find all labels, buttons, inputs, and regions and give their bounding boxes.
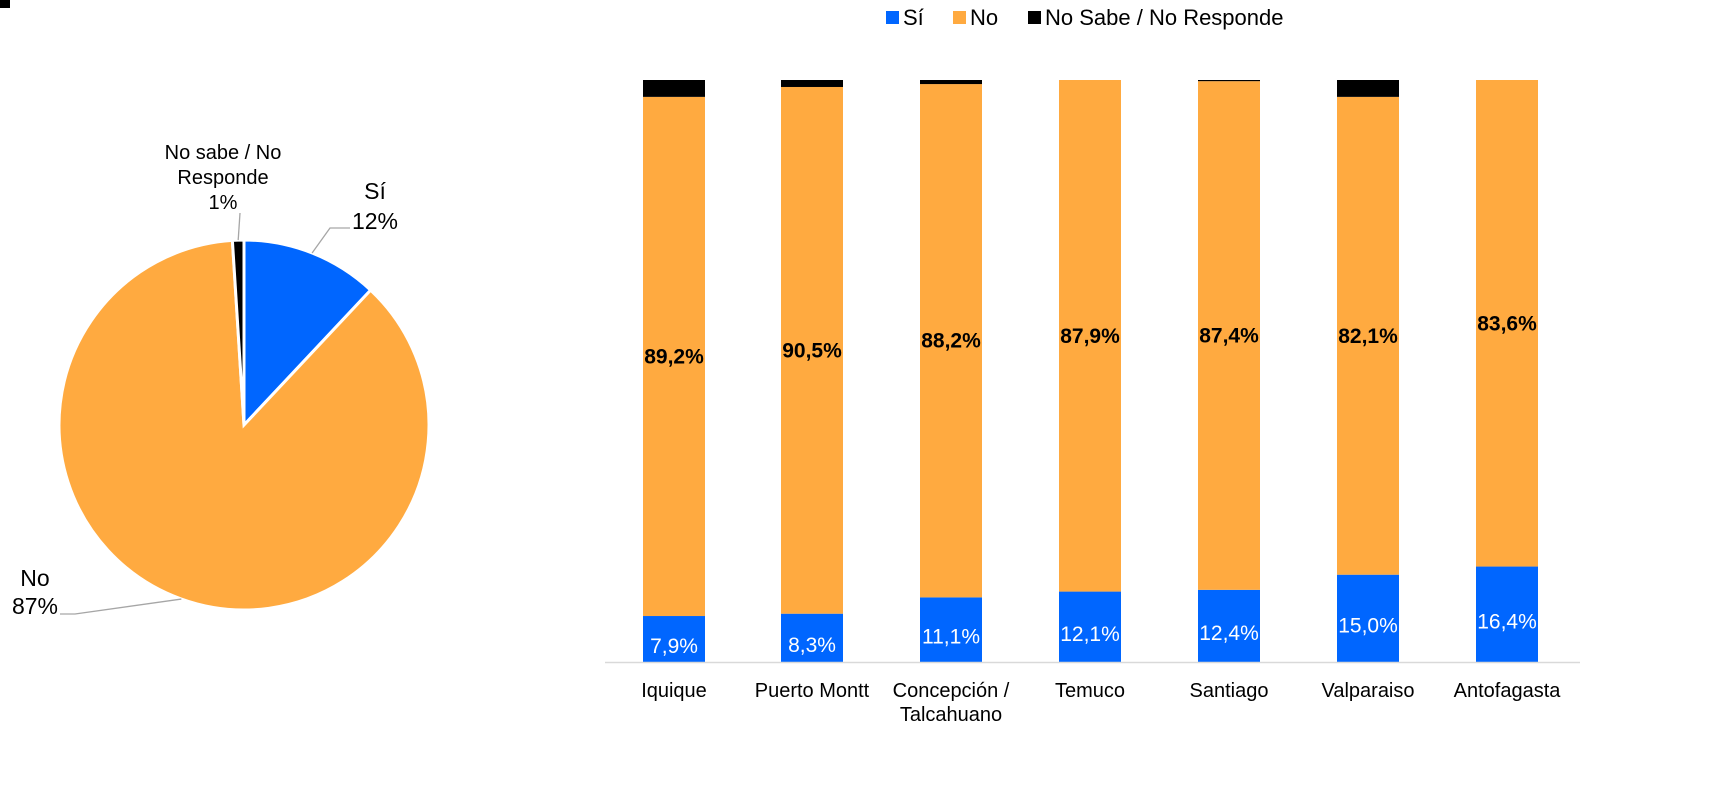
pie-label-nsnr-line2: Responde bbox=[177, 167, 268, 189]
x-tick-label-2: Puerto Montt bbox=[755, 680, 870, 702]
bar-no-sabe-no-responde-6 bbox=[1337, 80, 1399, 97]
data-label-si-7: 16,4% bbox=[1477, 610, 1537, 633]
pie-leader-nsnr bbox=[237, 212, 241, 241]
bar-no-3 bbox=[920, 84, 982, 598]
data-label-si-2: 8,3% bbox=[788, 634, 836, 657]
legend-swatch-s bbox=[886, 11, 899, 24]
data-label-si-5: 12,4% bbox=[1199, 622, 1259, 645]
bar-no-5 bbox=[1198, 81, 1260, 590]
data-label-si-1: 7,9% bbox=[650, 635, 698, 658]
legend-label-s: Sí bbox=[903, 5, 924, 30]
bar-s-7 bbox=[1476, 566, 1538, 662]
pie-label-no: No bbox=[20, 565, 49, 591]
bar-s-2 bbox=[781, 613, 843, 662]
bar-no-4 bbox=[1059, 80, 1121, 592]
data-label-no-5: 87,4% bbox=[1199, 324, 1259, 347]
x-tick-label-4: Temuco bbox=[1055, 680, 1125, 702]
bar-s-6 bbox=[1337, 574, 1399, 662]
bar-no-sabe-no-responde-2 bbox=[781, 80, 843, 87]
legend-label-no: No bbox=[970, 5, 998, 30]
data-label-si-3: 11,1% bbox=[922, 626, 980, 649]
bar-no-sabe-no-responde-3 bbox=[920, 80, 982, 85]
bar-no-7 bbox=[1476, 80, 1538, 567]
data-label-no-4: 87,9% bbox=[1060, 325, 1120, 348]
pie-label-nsnr-pct: 1% bbox=[209, 192, 238, 214]
legend-swatch-no bbox=[953, 11, 966, 24]
bar-s-5 bbox=[1198, 589, 1260, 662]
data-label-no-7: 83,6% bbox=[1477, 312, 1537, 335]
bar-no-sabe-no-responde-5 bbox=[1198, 80, 1260, 82]
pie-label-si: Sí bbox=[364, 178, 386, 204]
data-label-si-4: 12,1% bbox=[1060, 623, 1120, 646]
data-label-no-1: 89,2% bbox=[644, 345, 704, 368]
x-tick-label-3-line1: Concepción / bbox=[893, 680, 1010, 702]
data-label-si-6: 15,0% bbox=[1338, 614, 1398, 637]
legend-swatch-no-sabe-no-responde bbox=[1028, 11, 1041, 24]
corner-fragment bbox=[0, 0, 10, 8]
pie-leader-no bbox=[60, 598, 182, 615]
legend-label-no-sabe-no-responde: No Sabe / No Responde bbox=[1045, 5, 1284, 30]
pie-label-nsnr-line1: No sabe / No bbox=[165, 142, 282, 164]
bar-s-1 bbox=[643, 616, 705, 662]
x-tick-label-6: Valparaiso bbox=[1321, 680, 1414, 702]
x-tick-label-3-line2: Talcahuano bbox=[900, 704, 1002, 726]
pie-slice-s bbox=[242, 238, 373, 429]
x-tick-label-7: Antofagasta bbox=[1454, 680, 1562, 702]
pie-chart bbox=[57, 238, 431, 612]
bar-no-6 bbox=[1337, 96, 1399, 575]
bar-no-2 bbox=[781, 86, 843, 614]
bar-chart bbox=[643, 80, 1538, 662]
data-label-no-6: 82,1% bbox=[1338, 325, 1398, 348]
x-tick-label-1: Iquique bbox=[641, 680, 707, 702]
bar-s-3 bbox=[920, 597, 982, 662]
pie-label-no-pct: 87% bbox=[12, 593, 58, 619]
bar-s-4 bbox=[1059, 591, 1121, 662]
x-tick-label-5: Santiago bbox=[1190, 680, 1269, 702]
bar-no-1 bbox=[643, 96, 705, 617]
pie-label-si-pct: 12% bbox=[352, 208, 398, 234]
data-label-no-3: 88,2% bbox=[921, 330, 981, 353]
pie-leader-si bbox=[311, 227, 350, 254]
bar-no-sabe-no-responde-1 bbox=[643, 80, 705, 97]
data-label-no-2: 90,5% bbox=[782, 339, 842, 362]
